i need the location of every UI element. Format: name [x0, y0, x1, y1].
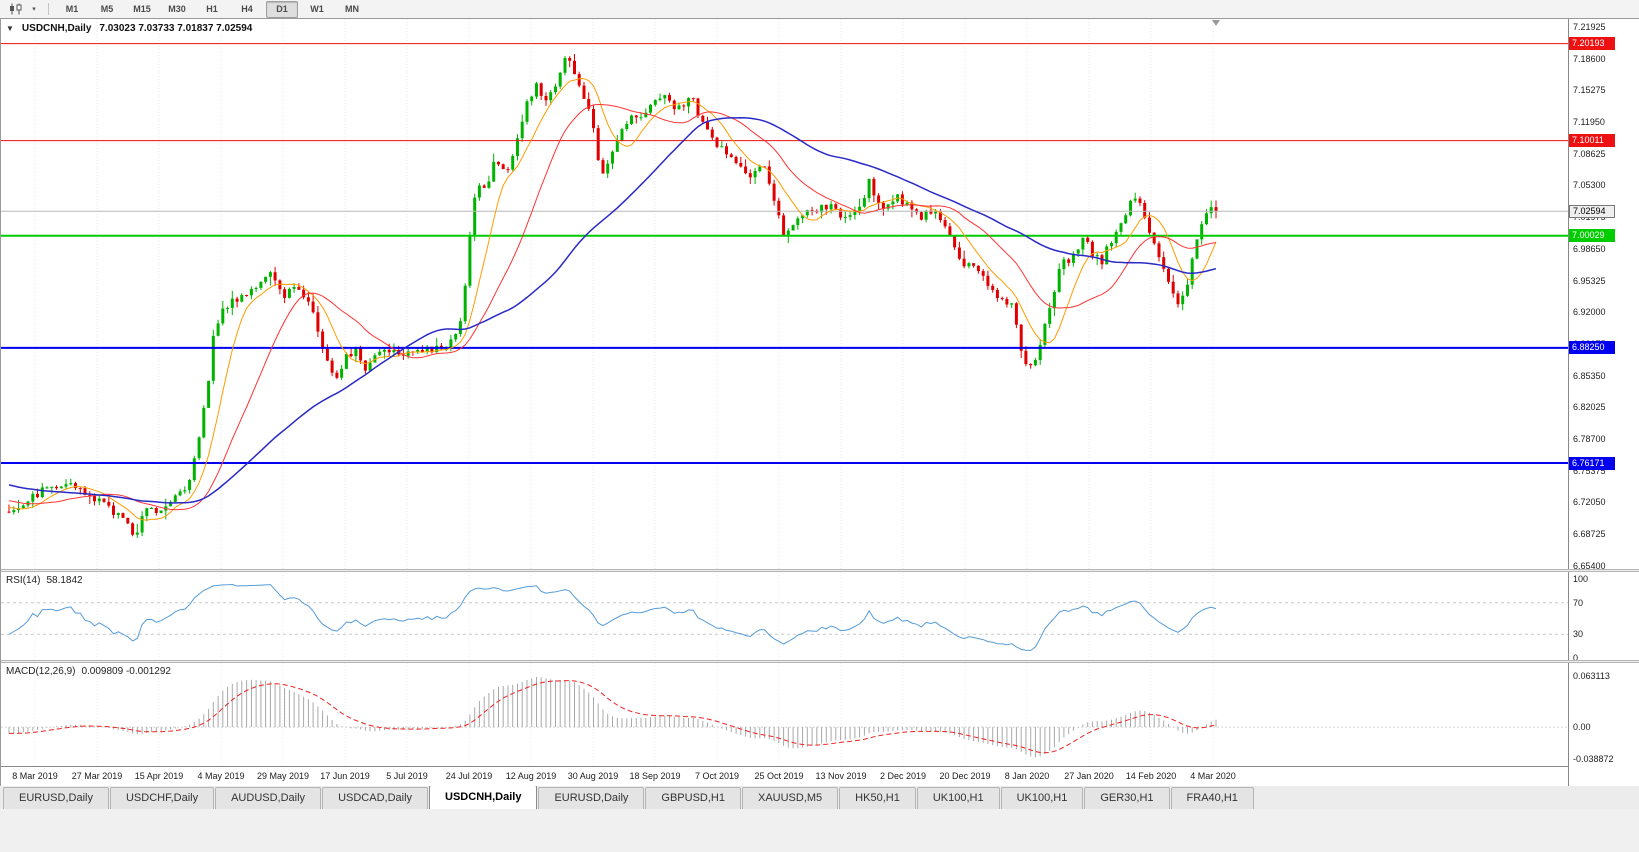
price-tick-label: 7.08625	[1573, 148, 1606, 159]
price-tick-label: 6.72050	[1573, 497, 1606, 508]
time-axis-label: 12 Aug 2019	[505, 771, 557, 781]
panel-divider[interactable]	[1, 660, 1639, 663]
time-axis-label: 4 May 2019	[197, 771, 245, 781]
time-axis-label: 20 Dec 2019	[939, 771, 991, 781]
timeframe-button-m1[interactable]: M1	[65, 4, 79, 14]
price-tick-label: 6.68725	[1573, 528, 1606, 539]
panel-divider[interactable]	[1, 569, 1639, 572]
price-tick-label: 6.78700	[1573, 433, 1606, 444]
chart-tab-xauusd-m5[interactable]: XAUUSD,M5	[741, 787, 839, 809]
price-tick-label: 6.82025	[1573, 402, 1606, 413]
price-tick-label: 6.75375	[1573, 465, 1606, 476]
chart-symbol-period-label: USDCNH,Daily	[21, 23, 92, 34]
toolbar: ▾ M1 M5 M15 M30 H1 H4 D1 W1 MN	[0, 0, 1639, 18]
rsi-indicator-label: RSI(14) 58.1842	[6, 575, 83, 586]
rsi-name: RSI(14)	[6, 575, 41, 586]
price-tick-label: 7.21925	[1573, 22, 1606, 33]
macd-scale-label: 0.00	[1573, 722, 1591, 733]
time-axis-label: 17 Jun 2019	[320, 771, 370, 781]
time-axis-label: 14 Feb 2020	[1125, 771, 1177, 781]
price-axis[interactable]: 7.21925 7.18600 7.15275 7.11950 7.08625 7.053…	[1568, 19, 1639, 786]
macd-indicator-label: MACD(12,26,9) 0.009809 -0.001292	[6, 666, 171, 677]
timeframe-button-m30[interactable]: M30	[168, 4, 186, 14]
time-axis-label: 8 Mar 2019	[12, 771, 58, 781]
price-level-badge: 7.10011	[1569, 134, 1615, 148]
price-chart-canvas[interactable]	[1, 19, 1568, 569]
price-tick-label: 6.92000	[1573, 307, 1606, 318]
macd-scale-label: 0.063113	[1573, 671, 1610, 682]
time-axis-label: 2 Dec 2019	[879, 771, 927, 781]
macd-chart-canvas[interactable]	[1, 663, 1568, 766]
timeframe-button-w1[interactable]: W1	[310, 4, 324, 14]
rsi-scale-label: 30	[1573, 629, 1584, 640]
time-axis-label: 24 Jul 2019	[445, 771, 493, 781]
chart-title: ▼ USDCNH,Daily 7.03023 7.03733 7.01837 7…	[6, 23, 252, 34]
timeframe-button-h1[interactable]: H1	[206, 4, 218, 14]
time-axis-label: 4 Mar 2020	[1190, 771, 1236, 781]
bid-price-badge: 7.02594	[1569, 204, 1615, 218]
time-axis-label: 18 Sep 2019	[629, 771, 681, 781]
price-tick-label: 7.15275	[1573, 85, 1606, 96]
dropdown-caret-icon[interactable]: ▾	[32, 6, 36, 13]
chart-tab-bar: EURUSD,Daily USDCHF,Daily AUDUSD,Daily USDC…	[0, 785, 1639, 809]
rsi-scale-label: 70	[1573, 597, 1584, 608]
chart-tab-gbpusd-h1[interactable]: GBPUSD,H1	[645, 787, 741, 809]
price-level-badge: 6.76171	[1569, 456, 1615, 470]
price-tick-label: 6.85350	[1573, 370, 1606, 381]
chart-tab-usdchf-daily[interactable]: USDCHF,Daily	[109, 787, 215, 809]
time-axis-label: 7 Oct 2019	[694, 771, 740, 781]
price-tick-label: 6.95325	[1573, 275, 1606, 286]
price-tick-label: 7.11950	[1573, 117, 1605, 128]
one-click-trading-icon[interactable]: ▼	[6, 24, 14, 33]
time-axis-label: 27 Mar 2019	[71, 771, 123, 781]
chart-tab-eurusd-daily[interactable]: EURUSD,Daily	[3, 787, 109, 809]
chart-window: ▼ USDCNH,Daily 7.03023 7.03733 7.01837 7…	[0, 18, 1639, 786]
time-axis-label: 27 Jan 2020	[1064, 771, 1114, 781]
chart-tab-eurusd-daily[interactable]: EURUSD,Daily	[538, 787, 645, 809]
chart-tab-usdcnh-daily[interactable]: USDCNH,Daily	[429, 785, 538, 809]
time-axis-label: 29 May 2019	[256, 771, 310, 781]
price-tick-label: 6.65400	[1573, 560, 1606, 571]
rsi-chart-canvas[interactable]	[1, 572, 1568, 660]
timeframe-button-d1[interactable]: D1	[266, 0, 298, 18]
chart-tab-usdcad-daily[interactable]: USDCAD,Daily	[322, 787, 429, 809]
macd-values: 0.009809 -0.001292	[81, 666, 171, 677]
timeframe-button-h4[interactable]: H4	[241, 4, 253, 14]
price-level-badge: 7.00029	[1569, 229, 1615, 243]
macd-scale-label: -0.038872	[1573, 753, 1614, 764]
price-tick-label: 6.98650	[1573, 243, 1606, 254]
time-axis-label: 25 Oct 2019	[754, 771, 804, 781]
price-tick-label: 7.18600	[1573, 53, 1606, 64]
chart-tab-uk100-h1[interactable]: UK100,H1	[1000, 787, 1084, 809]
rsi-scale-label: 0	[1573, 653, 1579, 663]
chart-tab-audusd-daily[interactable]: AUDUSD,Daily	[215, 787, 322, 809]
rsi-value: 58.1842	[46, 575, 83, 586]
price-tick-label: 7.05300	[1573, 180, 1606, 191]
chart-tab-uk100-h1[interactable]: UK100,H1	[916, 787, 1000, 809]
timeframe-button-group: M1 M5 M15 M30 H1 H4 D1 W1 MN	[56, 0, 368, 18]
chart-ohlc-values: 7.03023 7.03733 7.01837 7.02594	[99, 23, 253, 34]
chart-tab-fra40-h1[interactable]: FRA40,H1	[1170, 787, 1254, 809]
price-level-badge: 6.88250	[1569, 341, 1615, 355]
time-axis-label: 13 Nov 2019	[815, 771, 867, 781]
chart-type-button[interactable]	[5, 1, 27, 18]
chart-tab-ger30-h1[interactable]: GER30,H1	[1084, 787, 1170, 809]
price-level-badge: 7.20193	[1569, 37, 1615, 51]
candlestick-chart-icon	[10, 3, 22, 15]
time-axis-label: 15 Apr 2019	[134, 771, 184, 781]
timeframe-button-m5[interactable]: M5	[100, 4, 114, 14]
time-axis-label: 30 Aug 2019	[567, 771, 619, 781]
toolbar-separator	[48, 3, 49, 15]
time-axis-label: 5 Jul 2019	[386, 771, 428, 781]
time-axis[interactable]: 8 Mar 2019 27 Mar 2019 15 Apr 2019 4 May 20…	[1, 766, 1568, 786]
timeframe-button-m15[interactable]: M15	[133, 4, 151, 14]
rsi-scale-label: 100	[1573, 574, 1589, 584]
window-bottom-area	[0, 809, 1639, 852]
chart-tab-hk50-h1[interactable]: HK50,H1	[839, 787, 916, 809]
timeframe-button-mn[interactable]: MN	[345, 4, 359, 14]
macd-name: MACD(12,26,9)	[6, 666, 76, 677]
time-axis-label: 8 Jan 2020	[1004, 771, 1050, 781]
